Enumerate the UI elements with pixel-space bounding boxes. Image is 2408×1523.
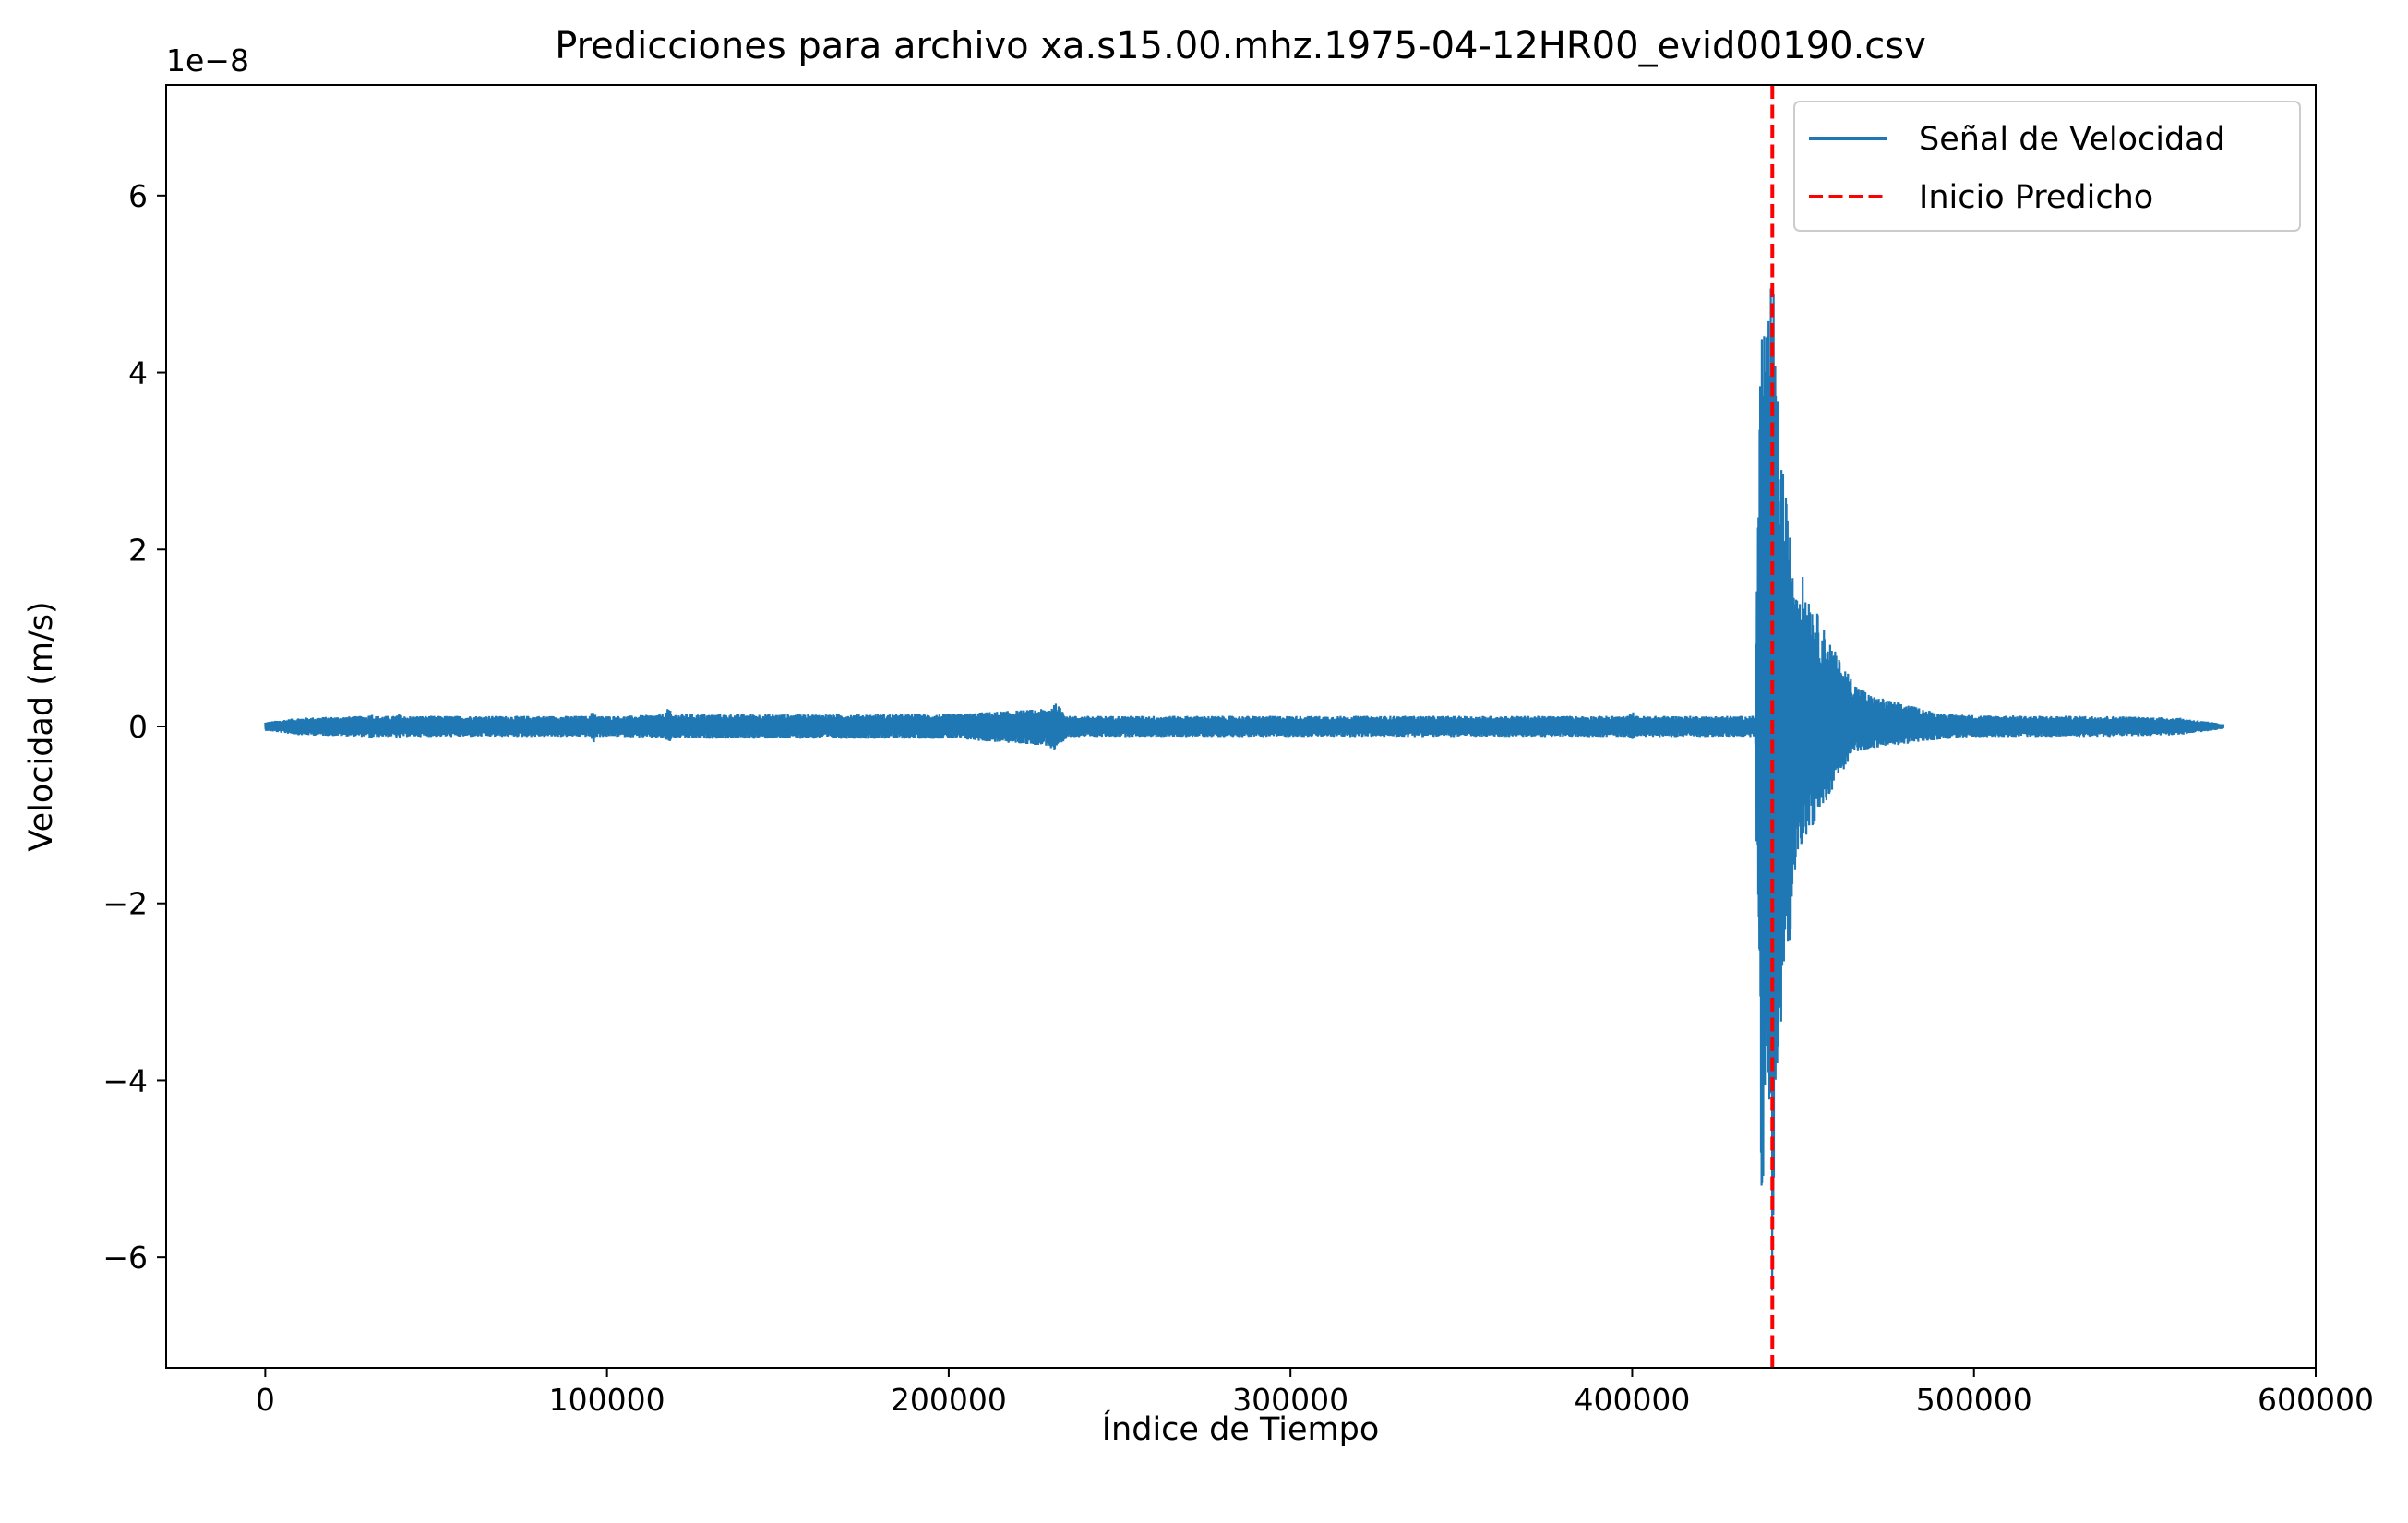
legend-label-inicio-predicho: Inicio Predicho: [1919, 179, 2153, 216]
y-axis-label: Velocidad (m/s): [23, 601, 60, 851]
x-tick-label: 0: [256, 1382, 275, 1418]
y-offset-label: 1e−8: [166, 42, 249, 78]
x-tick-label: 300000: [1232, 1382, 1348, 1418]
y-tick-label: −6: [102, 1240, 148, 1276]
y-tick-label: −4: [102, 1062, 148, 1098]
legend-box: [1793, 101, 2301, 232]
x-tick-label: 100000: [549, 1382, 665, 1418]
x-axis-label: Índice de Tiempo: [1102, 1409, 1380, 1448]
plot-area: [264, 85, 2225, 1368]
x-tick-label: 500000: [1916, 1382, 2032, 1418]
legend: Señal de Velocidad Inicio Predicho: [1793, 101, 2301, 232]
x-tick-label: 400000: [1574, 1382, 1690, 1418]
axes: 0 100000 200000 300000 400000 500000 600000 −6 −…: [102, 84, 2374, 1418]
y-tick-label: 6: [128, 178, 148, 214]
y-tick-label: −2: [102, 886, 148, 922]
x-tick-label: 200000: [891, 1382, 1007, 1418]
y-tick-label: 2: [128, 532, 148, 568]
chart-title: Predicciones para archivo xa.s15.00.mhz.…: [555, 25, 1926, 67]
x-tick-label: 600000: [2258, 1382, 2374, 1418]
series-senal-de-velocidad: [264, 288, 2225, 1291]
legend-label-senal-de-velocidad: Señal de Velocidad: [1919, 121, 2225, 158]
y-tick-label: 4: [128, 355, 148, 391]
y-tick-label: 0: [128, 709, 148, 745]
